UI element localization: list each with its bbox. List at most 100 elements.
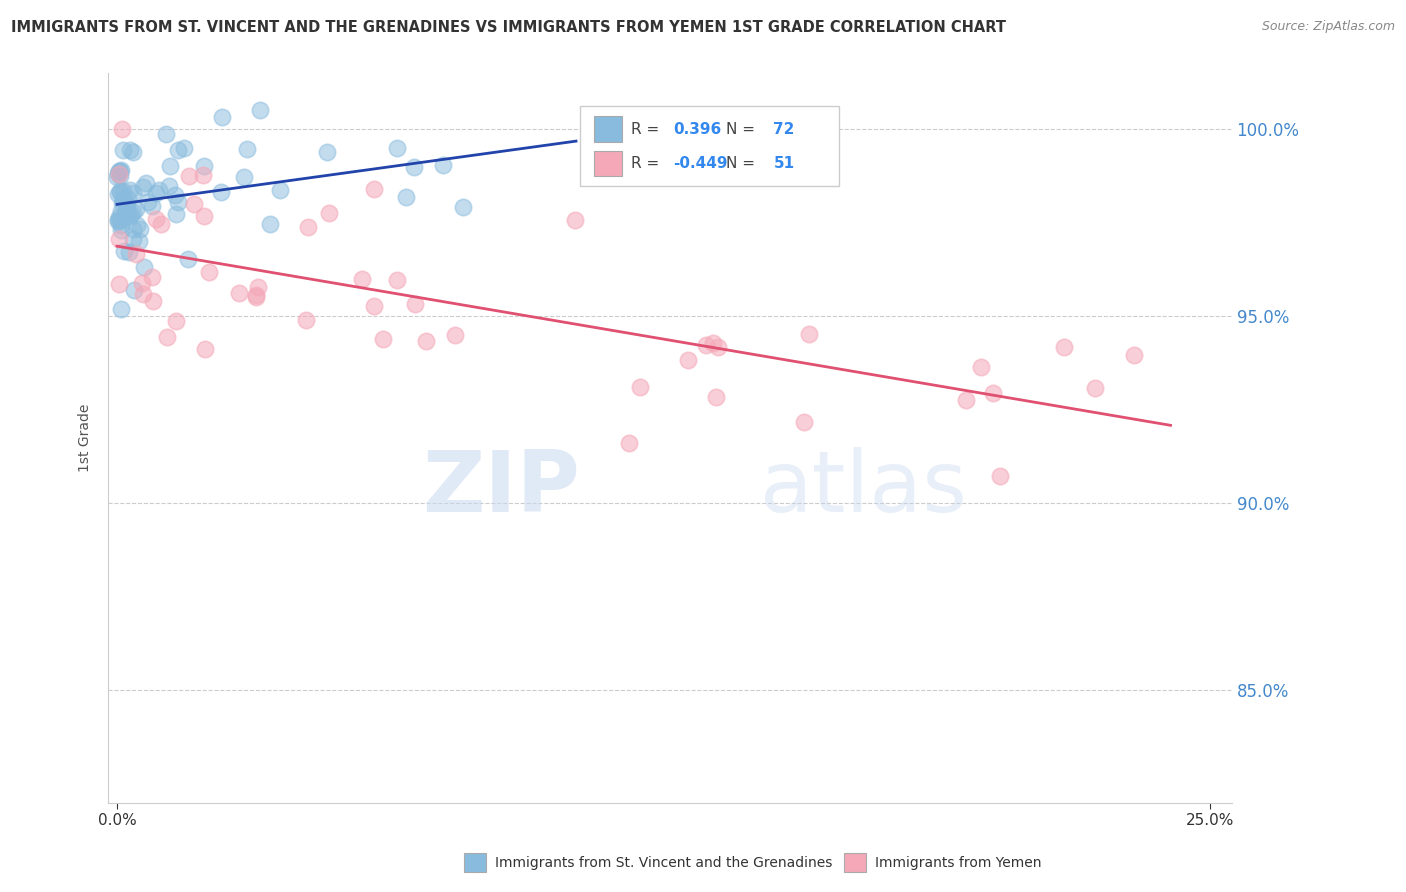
Point <box>118 183 141 197</box>
Point <box>145 211 167 226</box>
Bar <box>581 106 838 186</box>
Point <box>163 187 186 202</box>
Point <box>404 297 426 311</box>
Point <box>797 326 820 341</box>
Point <box>451 200 474 214</box>
Point <box>297 219 319 234</box>
Point <box>149 217 172 231</box>
Point <box>112 244 135 258</box>
Point <box>707 340 730 354</box>
Point <box>115 197 138 211</box>
Point <box>118 210 141 224</box>
Y-axis label: 1st Grade: 1st Grade <box>79 403 93 472</box>
Point <box>107 214 129 228</box>
Point <box>114 206 136 220</box>
Point <box>132 287 155 301</box>
Point <box>232 170 254 185</box>
Point <box>702 335 724 350</box>
Point <box>678 353 700 368</box>
Text: R =: R = <box>631 156 664 171</box>
Point <box>111 122 134 136</box>
Point <box>107 164 129 178</box>
Point <box>122 283 145 297</box>
Point <box>970 360 993 375</box>
Text: 72: 72 <box>773 121 794 136</box>
Point <box>111 144 134 158</box>
Text: Immigrants from Yemen: Immigrants from Yemen <box>875 855 1040 870</box>
Point <box>132 260 155 275</box>
Bar <box>593 151 621 177</box>
Point <box>350 272 373 286</box>
Point <box>385 141 408 155</box>
Point <box>197 265 219 279</box>
Text: R =: R = <box>631 121 664 136</box>
Point <box>120 207 142 221</box>
Point <box>628 380 651 394</box>
Point <box>1084 381 1107 395</box>
Text: 0.396: 0.396 <box>673 121 721 136</box>
Point <box>183 196 205 211</box>
Point <box>122 222 145 236</box>
Point <box>165 314 187 328</box>
Point <box>110 301 132 316</box>
Point <box>131 276 153 290</box>
Point <box>110 218 132 232</box>
Bar <box>593 116 621 142</box>
Point <box>108 232 131 246</box>
Point <box>110 184 132 198</box>
Text: IMMIGRANTS FROM ST. VINCENT AND THE GRENADINES VS IMMIGRANTS FROM YEMEN 1ST GRAD: IMMIGRANTS FROM ST. VINCENT AND THE GREN… <box>11 20 1007 35</box>
Point <box>108 210 131 224</box>
Point <box>315 145 337 159</box>
Point <box>108 277 131 292</box>
Point <box>193 159 215 173</box>
Point <box>191 169 214 183</box>
Text: 51: 51 <box>773 156 794 171</box>
Point <box>111 196 134 211</box>
Point <box>141 199 163 213</box>
Text: atlas: atlas <box>759 447 967 531</box>
Point <box>122 186 145 201</box>
Point <box>157 179 180 194</box>
Point <box>193 209 215 223</box>
Point <box>117 193 139 207</box>
Text: -0.449: -0.449 <box>673 156 728 171</box>
Point <box>173 141 195 155</box>
Point <box>1123 348 1146 362</box>
Point <box>1053 340 1076 354</box>
Point <box>235 142 257 156</box>
Point <box>704 390 727 404</box>
Point <box>110 162 132 177</box>
Point <box>129 222 152 236</box>
Point <box>269 182 291 196</box>
Point <box>122 232 145 246</box>
Point <box>121 145 143 160</box>
Point <box>981 385 1004 400</box>
Point <box>108 168 131 182</box>
Point <box>209 185 232 199</box>
Point <box>107 186 129 201</box>
Text: N =: N = <box>725 156 761 171</box>
Point <box>211 110 233 124</box>
Point <box>695 337 717 351</box>
Point <box>108 186 131 200</box>
Point <box>955 392 977 407</box>
Point <box>148 183 170 197</box>
Point <box>249 103 271 118</box>
Point <box>108 163 131 178</box>
Point <box>194 342 217 356</box>
Point <box>294 313 316 327</box>
Point <box>443 328 465 343</box>
Point <box>124 247 146 261</box>
Point <box>112 184 135 198</box>
Point <box>228 285 250 300</box>
Point <box>112 193 135 207</box>
Point <box>159 159 181 173</box>
Point <box>165 207 187 221</box>
Point <box>107 166 129 180</box>
Text: ZIP: ZIP <box>422 447 581 531</box>
Point <box>128 235 150 249</box>
Point <box>142 293 165 308</box>
Point <box>259 217 281 231</box>
Point <box>122 205 145 219</box>
Point <box>363 299 385 313</box>
